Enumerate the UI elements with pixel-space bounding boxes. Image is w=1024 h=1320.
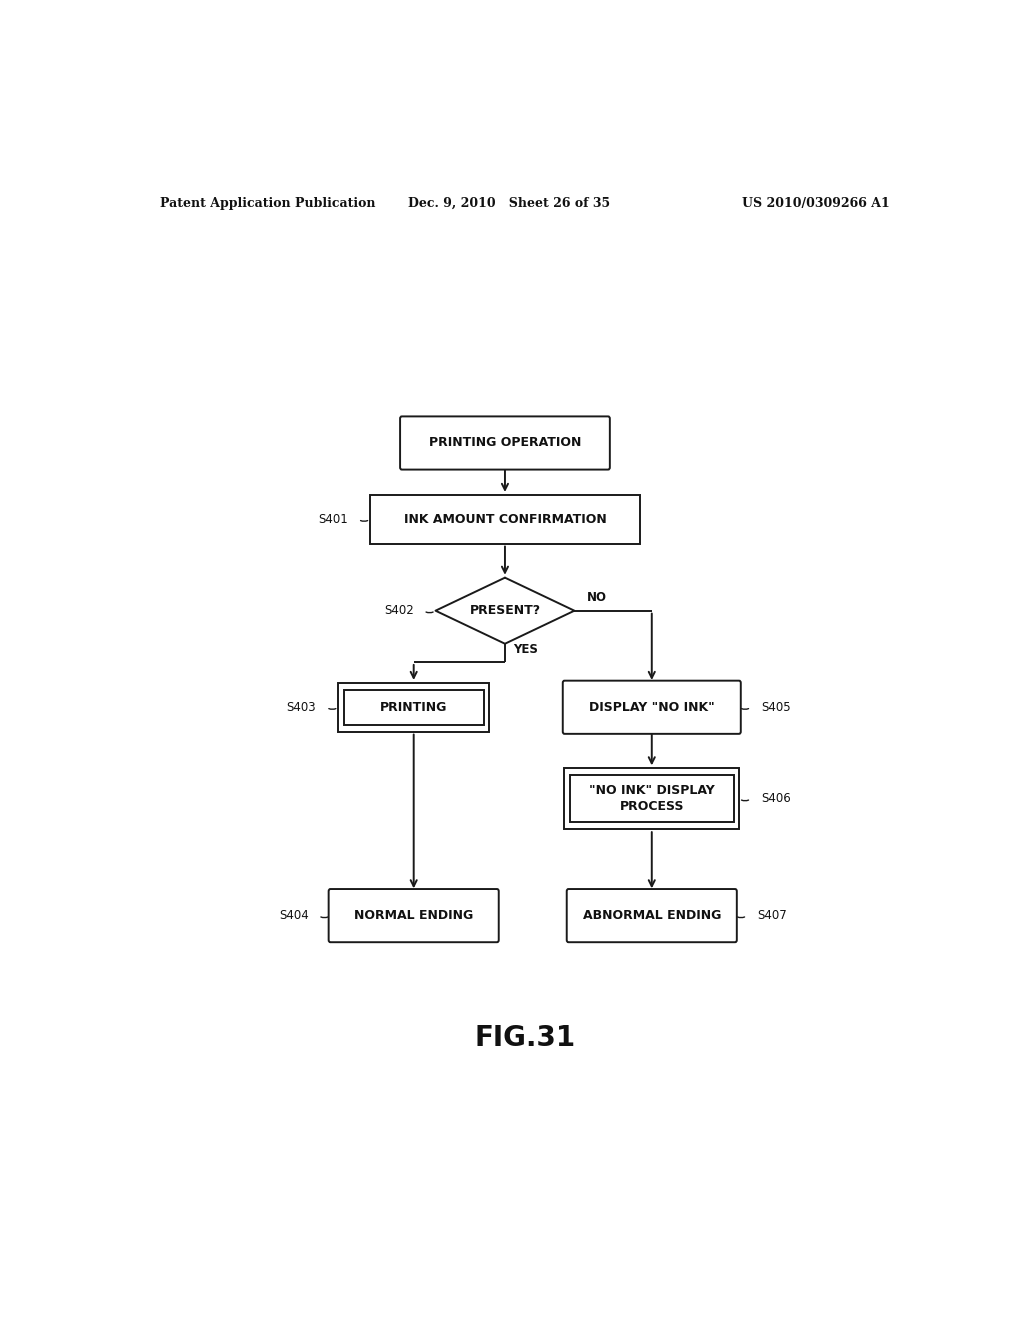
Text: PRESENT?: PRESENT? <box>469 605 541 618</box>
Text: US 2010/0309266 A1: US 2010/0309266 A1 <box>742 197 890 210</box>
Text: NORMAL ENDING: NORMAL ENDING <box>354 909 473 923</box>
Text: S402: S402 <box>384 605 414 618</box>
FancyBboxPatch shape <box>566 890 737 942</box>
Text: S403: S403 <box>287 701 316 714</box>
Text: S405: S405 <box>761 701 791 714</box>
Bar <box>564 768 739 829</box>
Text: S401: S401 <box>318 512 348 525</box>
Text: S406: S406 <box>761 792 791 805</box>
FancyBboxPatch shape <box>400 416 610 470</box>
Text: S404: S404 <box>279 909 308 923</box>
Text: S407: S407 <box>757 909 786 923</box>
Text: ABNORMAL ENDING: ABNORMAL ENDING <box>583 909 721 923</box>
Text: PRINTING: PRINTING <box>380 701 447 714</box>
Bar <box>570 775 733 822</box>
Text: PRINTING OPERATION: PRINTING OPERATION <box>429 437 582 450</box>
Text: NO: NO <box>587 591 607 605</box>
FancyBboxPatch shape <box>563 681 740 734</box>
Text: YES: YES <box>513 643 538 656</box>
Bar <box>338 682 489 731</box>
Text: DISPLAY "NO INK": DISPLAY "NO INK" <box>589 701 715 714</box>
Text: INK AMOUNT CONFIRMATION: INK AMOUNT CONFIRMATION <box>403 512 606 525</box>
Text: Dec. 9, 2010   Sheet 26 of 35: Dec. 9, 2010 Sheet 26 of 35 <box>408 197 610 210</box>
Text: "NO INK" DISPLAY
PROCESS: "NO INK" DISPLAY PROCESS <box>589 784 715 813</box>
FancyBboxPatch shape <box>329 890 499 942</box>
Text: FIG.31: FIG.31 <box>474 1023 575 1052</box>
Text: Patent Application Publication: Patent Application Publication <box>160 197 375 210</box>
Bar <box>344 690 483 725</box>
Bar <box>370 495 640 544</box>
